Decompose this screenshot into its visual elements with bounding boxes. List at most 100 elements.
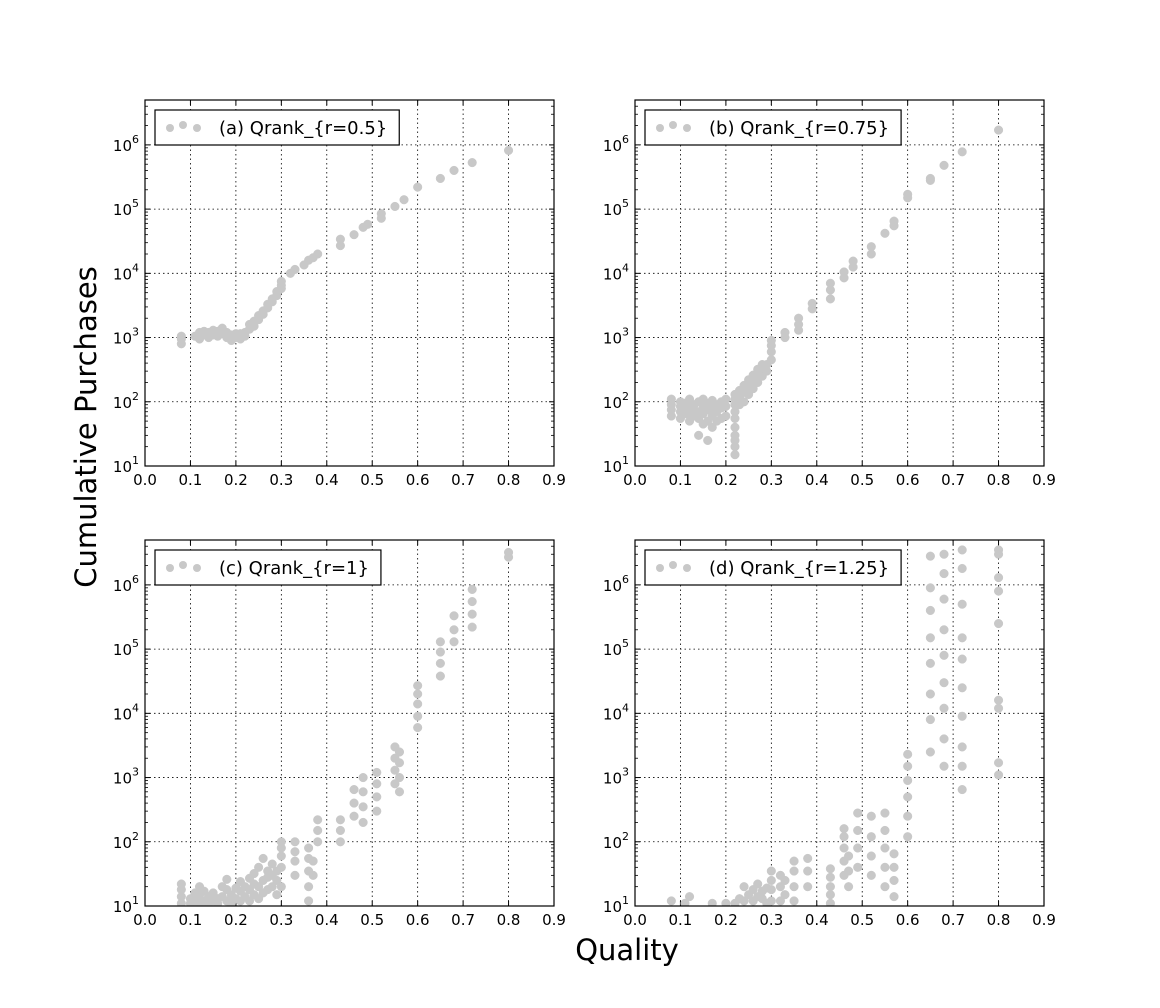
- data-point: [925, 715, 935, 725]
- y-tick-label: 102: [113, 390, 139, 412]
- x-tick-label: 0.8: [497, 471, 521, 489]
- data-point: [372, 806, 382, 816]
- data-point: [889, 862, 899, 872]
- data-point: [866, 811, 876, 821]
- data-point: [349, 811, 359, 821]
- x-tick-label: 0.1: [669, 471, 693, 489]
- x-tick-label: 0.4: [805, 911, 829, 929]
- legend-marker: [669, 561, 677, 569]
- plot-frame: [144, 539, 555, 907]
- legend-marker: [683, 564, 691, 572]
- data-point: [994, 770, 1004, 780]
- data-point: [449, 637, 459, 647]
- data-point: [825, 882, 835, 892]
- data-point: [766, 866, 776, 876]
- data-point: [413, 681, 423, 691]
- x-tick-label: 0.3: [759, 911, 783, 929]
- data-point: [957, 683, 967, 693]
- data-point: [825, 890, 835, 900]
- y-tick-label: 102: [603, 830, 629, 852]
- points-d: [666, 545, 1004, 906]
- data-point: [803, 882, 813, 892]
- data-point: [903, 189, 913, 199]
- data-point: [222, 874, 232, 884]
- data-point: [390, 765, 400, 775]
- data-point: [939, 761, 949, 771]
- data-point: [994, 586, 1004, 596]
- x-tick-label: 0.4: [315, 911, 339, 929]
- data-point: [358, 773, 368, 783]
- y-tick-label: 105: [113, 637, 139, 659]
- data-point: [880, 882, 890, 892]
- data-point: [889, 892, 899, 902]
- grid-a: [145, 100, 554, 466]
- data-point: [866, 851, 876, 861]
- data-point: [957, 742, 967, 752]
- y-tick-label: 104: [113, 701, 139, 723]
- legend-a: (a) Qrank_{r=0.5}: [154, 109, 400, 146]
- data-point: [313, 815, 323, 825]
- data-point: [739, 397, 749, 407]
- data-point: [825, 864, 835, 874]
- data-point: [276, 283, 286, 294]
- data-point: [889, 216, 899, 226]
- y-tick-label: 103: [113, 326, 139, 348]
- data-point: [880, 228, 890, 238]
- data-point: [413, 689, 423, 699]
- data-point: [467, 158, 477, 168]
- x-tick-label: 0.4: [315, 471, 339, 489]
- data-point: [467, 584, 477, 594]
- data-point: [258, 853, 268, 864]
- legend-marker: [179, 121, 187, 129]
- data-point: [957, 654, 967, 664]
- data-point: [694, 430, 704, 440]
- data-point: [435, 647, 445, 657]
- data-point: [372, 779, 382, 789]
- x-tick-label: 0.1: [179, 911, 203, 929]
- data-point: [844, 866, 854, 876]
- data-point: [775, 882, 785, 892]
- x-tick-label: 0.9: [542, 471, 566, 489]
- data-point: [399, 195, 409, 205]
- y-tick-label: 102: [113, 830, 139, 852]
- data-point: [880, 843, 890, 853]
- data-point: [853, 843, 863, 853]
- data-point: [925, 689, 935, 699]
- x-tick-label: 0.7: [451, 471, 475, 489]
- data-point: [272, 875, 282, 885]
- x-tick-label: 0.9: [542, 911, 566, 929]
- x-tick-label: 0.9: [1032, 471, 1056, 489]
- x-tick-label: 0.2: [224, 911, 248, 929]
- x-tick-label: 0.7: [451, 911, 475, 929]
- legend-marker: [683, 124, 691, 132]
- data-point: [349, 798, 359, 808]
- data-point: [789, 866, 799, 876]
- data-point: [304, 896, 314, 906]
- data-point: [358, 817, 368, 827]
- data-point: [435, 658, 445, 668]
- data-point: [276, 882, 286, 892]
- data-point: [435, 671, 445, 681]
- data-point: [766, 335, 776, 346]
- data-point: [721, 898, 731, 906]
- data-point: [349, 230, 359, 240]
- data-point: [957, 545, 967, 555]
- data-point: [957, 147, 967, 157]
- grid-d: [635, 540, 1044, 906]
- y-tick-label: 101: [603, 454, 629, 476]
- data-point: [866, 832, 876, 842]
- data-point: [335, 825, 345, 836]
- y-tick-label: 101: [113, 894, 139, 916]
- y-axis-title: Cumulative Purchases: [69, 266, 103, 588]
- data-point: [449, 611, 459, 621]
- data-point: [390, 779, 400, 789]
- data-point: [807, 298, 817, 308]
- data-point: [957, 785, 967, 795]
- data-point: [853, 862, 863, 872]
- x-tick-label: 0.5: [360, 911, 384, 929]
- x-tick-label: 0.3: [759, 471, 783, 489]
- panel-a: 0.0 0.1 0.2 0.3 0.4 0.5 0.6 0.7 0.8 0.9 101 102 103 1…: [113, 99, 566, 489]
- y-tick-label: 105: [113, 197, 139, 219]
- data-point: [263, 303, 273, 313]
